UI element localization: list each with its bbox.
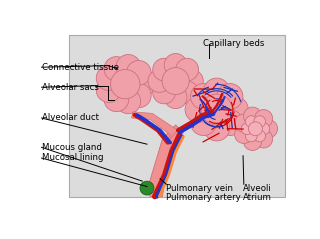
Circle shape (164, 54, 187, 76)
Circle shape (190, 110, 217, 136)
Circle shape (201, 94, 232, 125)
Circle shape (116, 89, 141, 114)
Circle shape (244, 132, 262, 150)
Circle shape (217, 83, 243, 109)
Text: Capillary beds: Capillary beds (203, 39, 264, 49)
Circle shape (235, 125, 253, 143)
Text: Pulmonary vein: Pulmonary vein (166, 184, 233, 193)
Circle shape (190, 83, 217, 109)
Circle shape (254, 110, 273, 128)
Circle shape (153, 58, 175, 81)
Circle shape (126, 60, 151, 85)
Polygon shape (132, 112, 178, 143)
Text: Alveolar sacs: Alveolar sacs (42, 83, 99, 92)
Circle shape (241, 123, 253, 135)
Circle shape (254, 116, 266, 127)
Circle shape (222, 97, 248, 122)
Polygon shape (147, 125, 183, 196)
Circle shape (258, 123, 270, 135)
Text: Mucous gland: Mucous gland (42, 143, 101, 152)
Circle shape (116, 54, 141, 79)
Circle shape (235, 114, 253, 132)
Circle shape (96, 66, 121, 90)
Circle shape (153, 81, 175, 104)
Circle shape (180, 70, 203, 92)
Circle shape (176, 81, 198, 104)
Circle shape (185, 97, 211, 122)
Circle shape (248, 122, 262, 136)
Circle shape (96, 78, 121, 103)
Circle shape (259, 120, 277, 138)
Circle shape (110, 70, 140, 99)
Circle shape (254, 130, 266, 142)
Circle shape (254, 130, 273, 148)
Circle shape (104, 87, 129, 112)
Circle shape (245, 130, 257, 142)
Circle shape (104, 57, 129, 81)
Text: Mucosal lining: Mucosal lining (42, 153, 103, 163)
Circle shape (176, 58, 198, 81)
Circle shape (204, 78, 230, 104)
Circle shape (244, 118, 266, 140)
Text: Atrium: Atrium (243, 193, 272, 202)
Text: Alveolar duct: Alveolar duct (42, 113, 99, 122)
Text: Alveoli: Alveoli (243, 184, 272, 193)
Text: Connective tissue: Connective tissue (42, 63, 118, 71)
Circle shape (204, 115, 230, 141)
Circle shape (217, 110, 243, 136)
Circle shape (131, 72, 155, 96)
Circle shape (245, 116, 257, 127)
Circle shape (140, 181, 154, 195)
Circle shape (162, 68, 189, 94)
FancyBboxPatch shape (69, 35, 285, 196)
Circle shape (244, 107, 262, 125)
Text: Pulmonary artery: Pulmonary artery (166, 193, 241, 202)
Circle shape (148, 70, 171, 92)
Circle shape (126, 83, 151, 108)
Circle shape (164, 86, 187, 109)
